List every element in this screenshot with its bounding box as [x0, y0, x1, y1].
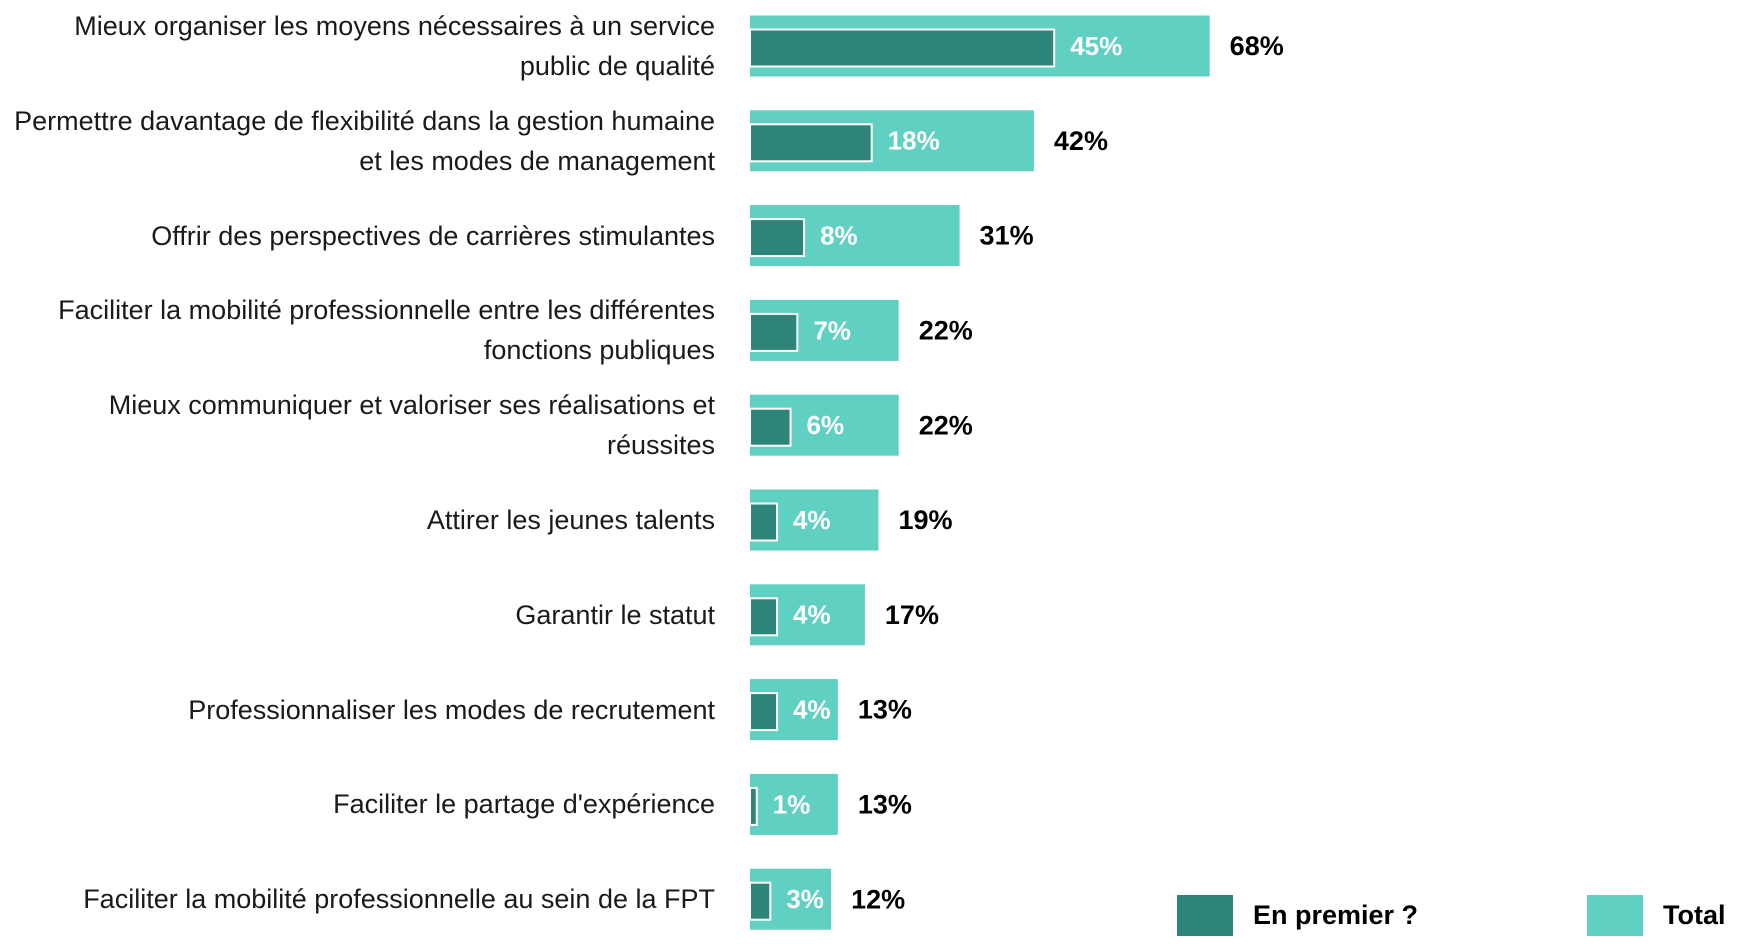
first-value-label: 7% [813, 315, 851, 345]
category-label: Permettre davantage de flexibilité dans … [0, 96, 715, 186]
first-value-label: 4% [793, 600, 831, 630]
total-value-label: 22% [919, 316, 973, 346]
category-label: Garantir le statut [0, 570, 715, 660]
total-value-label: 68% [1230, 31, 1284, 61]
legend-label: Total [1663, 900, 1726, 930]
first-value-label: 1% [773, 789, 811, 819]
category-text: Mieux communiquer et valoriser ses réali… [108, 390, 715, 461]
bar-first [749, 123, 873, 163]
category-label: Professionnaliser les modes de recruteme… [0, 665, 715, 755]
bar-first [749, 597, 779, 637]
category-label: Faciliter la mobilité professionnelle en… [0, 285, 715, 375]
category-text: Faciliter le partage d'expérience [333, 789, 715, 820]
total-value-label: 13% [858, 790, 912, 820]
total-value-label: 42% [1054, 126, 1108, 156]
category-label: Faciliter le partage d'expérience [0, 759, 715, 849]
first-value-label: 45% [1070, 31, 1122, 61]
bar-first [749, 218, 806, 258]
category-label: Mieux organiser les moyens nécessaires à… [0, 1, 715, 91]
category-text: Attirer les jeunes talents [426, 505, 715, 535]
first-value-label: 3% [786, 884, 824, 914]
total-value-label: 12% [851, 884, 905, 914]
total-value-label: 13% [858, 695, 912, 725]
first-value-label: 6% [807, 410, 845, 440]
bar-first [749, 502, 779, 542]
total-value-label: 17% [885, 600, 939, 630]
category-text: Offrir des perspectives de carrières sti… [151, 220, 715, 251]
bar-first [749, 786, 758, 826]
bar-first [749, 312, 799, 352]
bar-first [749, 881, 772, 921]
category-text: Mieux organiser les moyens nécessaires à… [74, 11, 715, 81]
first-value-label: 4% [793, 694, 831, 724]
total-value-label: 19% [898, 505, 952, 535]
bar-first [749, 692, 779, 732]
category-text: Faciliter la mobilité professionnelle en… [58, 295, 715, 366]
legend-label: En premier ? [1253, 900, 1418, 930]
category-label: Faciliter la mobilité professionnelle au… [0, 854, 715, 944]
first-value-label: 4% [793, 505, 831, 535]
legend-swatch [1587, 895, 1643, 936]
bar-first [749, 28, 1056, 68]
bar-total [750, 773, 838, 835]
category-text: Permettre davantage de flexibilité dans … [14, 105, 715, 176]
first-value-label: 8% [820, 220, 858, 250]
category-label: Offrir des perspectives de carrières sti… [0, 191, 715, 281]
total-value-label: 22% [919, 410, 973, 440]
category-text: Garantir le statut [515, 599, 715, 630]
category-text: Faciliter la mobilité professionnelle au… [83, 884, 715, 915]
legend-swatch [1177, 895, 1233, 936]
category-label: Attirer les jeunes talents [0, 475, 715, 565]
bar-first [749, 407, 792, 447]
total-value-label: 31% [980, 221, 1034, 251]
category-label: Mieux communiquer et valoriser ses réali… [0, 380, 715, 470]
category-text: Professionnaliser les modes de recruteme… [188, 694, 715, 725]
first-value-label: 18% [888, 126, 940, 156]
